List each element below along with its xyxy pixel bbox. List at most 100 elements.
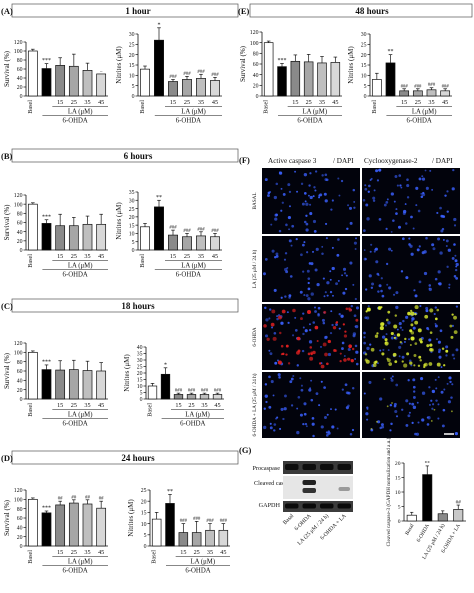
dapi-nucleus [418, 177, 422, 181]
dapi-nucleus [443, 388, 446, 391]
dapi-nucleus [433, 312, 436, 316]
cox2-signal [410, 323, 414, 327]
dapi-nucleus [402, 319, 405, 323]
significance-marker: ### [183, 72, 191, 77]
y-tick-label: 10 [129, 232, 135, 238]
caspase-signal [292, 308, 296, 313]
dapi-nucleus [307, 281, 310, 285]
cox2-signal [370, 428, 373, 430]
y-tick-label: 40 [17, 379, 23, 385]
dapi-nucleus [373, 189, 376, 192]
dapi-nucleus [309, 212, 313, 216]
dapi-nucleus [378, 284, 382, 288]
x-tick-label: 15 [57, 253, 63, 260]
blot-band [302, 480, 316, 485]
title-box [249, 3, 473, 18]
caspase-signal [287, 362, 291, 365]
dapi-nucleus [264, 306, 267, 310]
dapi-nucleus [452, 168, 455, 172]
dapi-nucleus [428, 284, 432, 287]
dapi-nucleus [410, 215, 413, 219]
dapi-nucleus [330, 408, 332, 411]
dapi-nucleus [283, 407, 287, 411]
dapi-nucleus [349, 221, 353, 225]
dapi-nucleus [323, 386, 326, 389]
dapi-nucleus [425, 186, 429, 190]
x-tick-label-basal: Basel [151, 550, 158, 564]
dapi-nucleus [449, 380, 452, 384]
dapi-nucleus [278, 171, 281, 174]
x-tick-label: 25 [188, 402, 194, 409]
dapi-nucleus [376, 420, 381, 424]
bar [27, 203, 38, 251]
dapi-nucleus [392, 219, 395, 222]
dapi-nucleus [390, 231, 393, 233]
cox2-signal [401, 360, 404, 363]
dapi-nucleus [284, 394, 287, 398]
dapi-nucleus [412, 396, 416, 399]
dapi-nucleus [325, 434, 329, 437]
dapi-nucleus [307, 297, 311, 301]
dapi-nucleus [289, 275, 293, 278]
dapi-nucleus [390, 377, 393, 380]
dapi-nucleus [412, 378, 416, 382]
caspase-signal [263, 324, 267, 328]
dapi-nucleus [445, 239, 449, 243]
dapi-nucleus [435, 399, 438, 402]
cox2-signal [410, 311, 415, 316]
dapi-nucleus [326, 413, 329, 416]
x-tick-label: 15 [57, 549, 63, 556]
dapi-nucleus [447, 248, 451, 252]
x-tick-label: 45 [212, 99, 218, 106]
bar [182, 79, 192, 97]
y-tick-label: 30 [129, 32, 135, 38]
cox2-signal [413, 364, 416, 367]
dapi-nucleus [438, 350, 441, 354]
dapi-nucleus [326, 281, 330, 285]
dapi-nucleus [406, 178, 409, 181]
ohda-label: 6-OHDA [180, 421, 205, 428]
y-tick-label: 0 [20, 94, 23, 100]
dapi-nucleus [338, 312, 341, 316]
dapi-nucleus [326, 294, 329, 297]
dapi-nucleus [378, 217, 382, 221]
dapi-nucleus [271, 326, 274, 329]
dapi-nucleus [413, 289, 416, 292]
dapi-nucleus [267, 191, 271, 195]
bar [82, 223, 93, 251]
cox2-signal [410, 336, 415, 341]
dapi-nucleus [451, 324, 455, 328]
dapi-nucleus [439, 206, 442, 210]
dapi-nucleus [308, 184, 311, 187]
dapi-nucleus [307, 287, 311, 291]
bar [82, 503, 93, 547]
dapi-nucleus [315, 247, 319, 251]
bar [412, 90, 423, 97]
bar [96, 370, 107, 400]
cox2-signal [381, 352, 385, 356]
dapi-nucleus [377, 290, 380, 293]
dapi-nucleus [396, 184, 399, 187]
dapi-nucleus [269, 426, 273, 430]
bar [96, 507, 107, 547]
dapi-nucleus [264, 334, 269, 338]
dapi-nucleus [337, 177, 340, 180]
cox2-signal [390, 331, 394, 336]
blot-band [338, 487, 350, 491]
x-tick-label: 25 [71, 99, 77, 106]
significance-marker: *** [42, 214, 51, 220]
dapi-nucleus [278, 229, 282, 233]
y-tick-label: 120 [14, 193, 23, 199]
y-tick-label: 60 [17, 516, 23, 522]
cox2-signal [436, 308, 440, 312]
dapi-nucleus [400, 186, 403, 189]
dapi-nucleus [427, 328, 430, 331]
cox2-signal [418, 338, 423, 342]
significance-marker: * [158, 22, 161, 28]
dapi-nucleus [287, 215, 291, 220]
dapi-nucleus [277, 373, 281, 377]
bar [218, 529, 229, 547]
caspase-signal [355, 318, 359, 322]
